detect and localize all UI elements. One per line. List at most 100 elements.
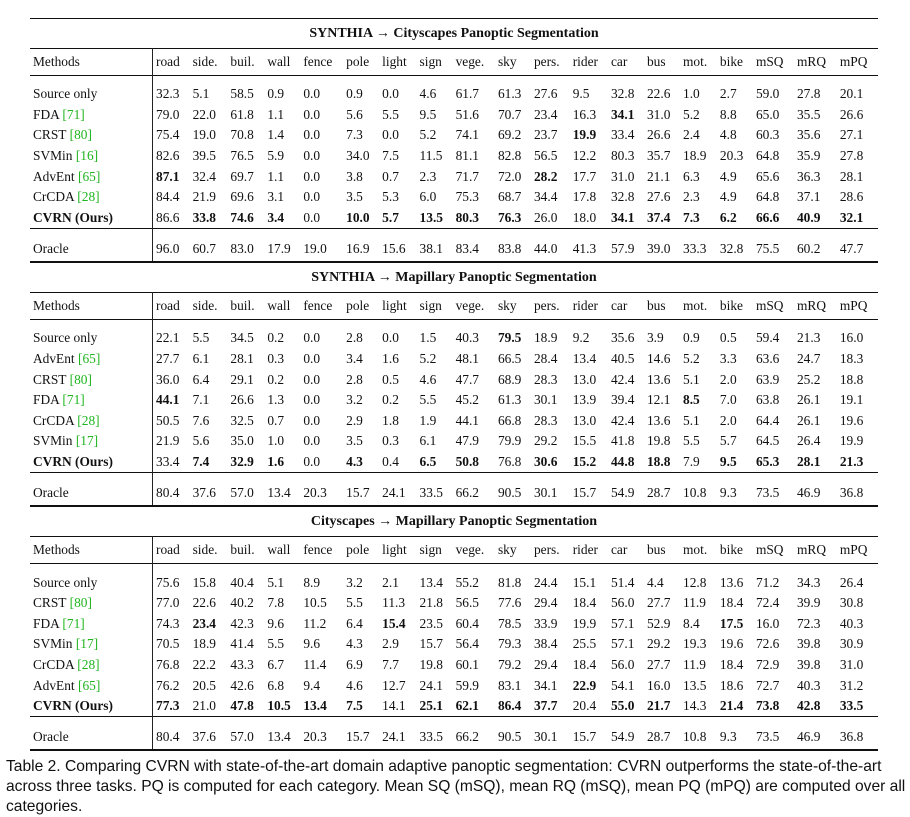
value-cell: 13.6: [719, 574, 744, 590]
column-header-row: Methods road side. buil. wall fence pole light s…: [30, 48, 878, 76]
value-cell: 0.0: [303, 168, 321, 184]
value-cell: 0.9: [267, 86, 285, 102]
value-cell: 32.1: [839, 209, 864, 225]
value-cell: 4.3: [346, 454, 363, 470]
value-cell: 40.4: [230, 574, 254, 590]
value-cell: 63.6: [755, 351, 780, 367]
value-cell: 0.0: [303, 189, 321, 205]
value-cell: 33.5: [419, 729, 443, 745]
value-cell: 36.8: [839, 729, 864, 745]
value-cell: 5.5: [683, 433, 700, 449]
column-header: sky: [494, 292, 531, 320]
value-cell: 9.5: [572, 86, 590, 102]
method-name-cell: Source only: [30, 328, 153, 349]
value-cell: 61.3: [497, 86, 522, 102]
value-cell: 32.8: [610, 189, 635, 205]
citation-link[interactable]: [80]: [69, 371, 92, 387]
value-cell: 10.5: [303, 595, 327, 611]
value-cell: 32.3: [156, 86, 180, 102]
citation-link[interactable]: [28]: [77, 412, 100, 428]
method-name-cell: SVMin [17]: [30, 634, 153, 655]
column-header: mSQ: [752, 48, 794, 76]
value-cell: 46.9: [796, 485, 821, 501]
value-cell: 60.7: [192, 241, 216, 257]
section-title: Cityscapes → Mapillary Panoptic Segmenta…: [30, 505, 878, 537]
value-cell: 0.3: [267, 351, 285, 367]
value-cell: 59.9: [455, 677, 479, 693]
value-cell: 3.2: [346, 574, 363, 590]
value-cell: 77.6: [497, 595, 522, 611]
value-cell: 4.6: [419, 86, 437, 102]
column-header: sky: [494, 536, 531, 564]
value-cell: 5.2: [683, 106, 700, 122]
value-cell: 5.2: [683, 351, 700, 367]
citation-link[interactable]: [28]: [77, 189, 100, 205]
value-cell: 35.9: [796, 148, 821, 164]
results-table: SYNTHIA → Cityscapes Panoptic Segmentati…: [30, 18, 878, 753]
citation-link[interactable]: [65]: [78, 351, 101, 367]
value-cell: 15.7: [346, 485, 370, 501]
value-cell: 62.1: [455, 698, 479, 714]
column-header: buil.: [227, 48, 265, 76]
method-name-cell: Source only: [30, 84, 153, 105]
value-cell: 28.2: [533, 168, 558, 184]
value-cell: 3.5: [346, 433, 363, 449]
method-name: CRST: [33, 127, 67, 143]
value-cell: 4.3: [346, 636, 363, 652]
spacer: [30, 75, 153, 84]
value-cell: 1.1: [267, 106, 285, 122]
citation-link[interactable]: [65]: [78, 677, 101, 693]
value-cell: 27.6: [533, 86, 558, 102]
value-cell: 26.6: [230, 392, 254, 408]
value-cell: 79.3: [497, 636, 522, 652]
citation-link[interactable]: [28]: [77, 656, 100, 672]
value-cell: 96.0: [156, 241, 180, 257]
column-header: sign: [416, 48, 453, 76]
value-cell: 55.2: [455, 574, 479, 590]
value-cell: 5.6: [192, 433, 210, 449]
value-cell: 5.9: [267, 148, 285, 164]
citation-link[interactable]: [17]: [75, 433, 99, 449]
citation-link[interactable]: [16]: [75, 148, 99, 164]
citation-link[interactable]: [80]: [69, 595, 92, 611]
value-cell: 2.3: [419, 168, 437, 184]
value-cell: 0.0: [303, 412, 321, 428]
value-cell: 36.3: [796, 168, 821, 184]
value-cell: 57.0: [230, 729, 254, 745]
value-cell: 0.0: [303, 454, 321, 470]
value-cell: 18.8: [646, 454, 671, 470]
value-cell: 5.7: [719, 433, 737, 449]
value-cell: 12.7: [382, 677, 406, 693]
spacer: [30, 319, 153, 329]
value-cell: 76.5: [230, 148, 254, 164]
value-cell: 42.8: [796, 698, 821, 714]
citation-link[interactable]: [65]: [78, 168, 101, 184]
citation-link[interactable]: [71]: [62, 392, 85, 408]
method-name: AdvEnt: [33, 351, 75, 367]
value-cell: 0.0: [303, 433, 321, 449]
value-cell: 0.2: [267, 371, 285, 387]
citation-link[interactable]: [17]: [75, 636, 99, 652]
value-cell: 34.1: [533, 677, 558, 693]
value-cell: 4.9: [719, 168, 737, 184]
table-row: CrCDA [28] 50.5 7.6 32.5 0.7 0.0 2.9 1.8 1.9 44.1…: [30, 410, 878, 432]
value-cell: 0.0: [303, 351, 321, 367]
citation-link[interactable]: [71]: [62, 106, 85, 122]
value-cell: 33.9: [533, 615, 558, 631]
citation-link[interactable]: [71]: [62, 615, 85, 631]
value-cell: 9.6: [267, 615, 285, 631]
value-cell: 42.4: [610, 412, 635, 428]
value-cell: 72.3: [796, 615, 821, 631]
value-cell: 56.0: [610, 656, 635, 672]
value-cell: 44.1: [156, 392, 180, 408]
results-table-body: SYNTHIA → Cityscapes Panoptic Segmentati…: [30, 18, 878, 753]
value-cell: 9.3: [719, 485, 737, 501]
value-cell: 20.4: [572, 698, 597, 714]
value-cell: 0.0: [303, 392, 321, 408]
value-cell: 54.9: [610, 485, 635, 501]
value-cell: 0.0: [303, 371, 321, 387]
citation-link[interactable]: [80]: [69, 127, 92, 143]
value-cell: 18.4: [572, 595, 597, 611]
value-cell: 16.0: [646, 677, 671, 693]
value-cell: 15.8: [192, 574, 216, 590]
